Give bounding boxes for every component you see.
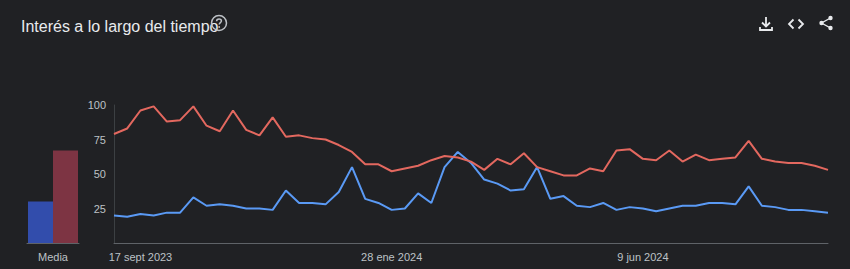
- svg-text:Media: Media: [38, 251, 69, 263]
- svg-text:25: 25: [94, 203, 106, 215]
- svg-text:9 jun 2024: 9 jun 2024: [617, 251, 668, 263]
- svg-text:75: 75: [94, 134, 106, 146]
- svg-text:100: 100: [88, 99, 106, 111]
- svg-text:17 sept 2023: 17 sept 2023: [109, 251, 173, 263]
- svg-text:Interés a lo largo del tiempo: Interés a lo largo del tiempo: [21, 18, 219, 35]
- svg-text:28 ene 2024: 28 ene 2024: [361, 251, 422, 263]
- svg-text:50: 50: [94, 168, 106, 180]
